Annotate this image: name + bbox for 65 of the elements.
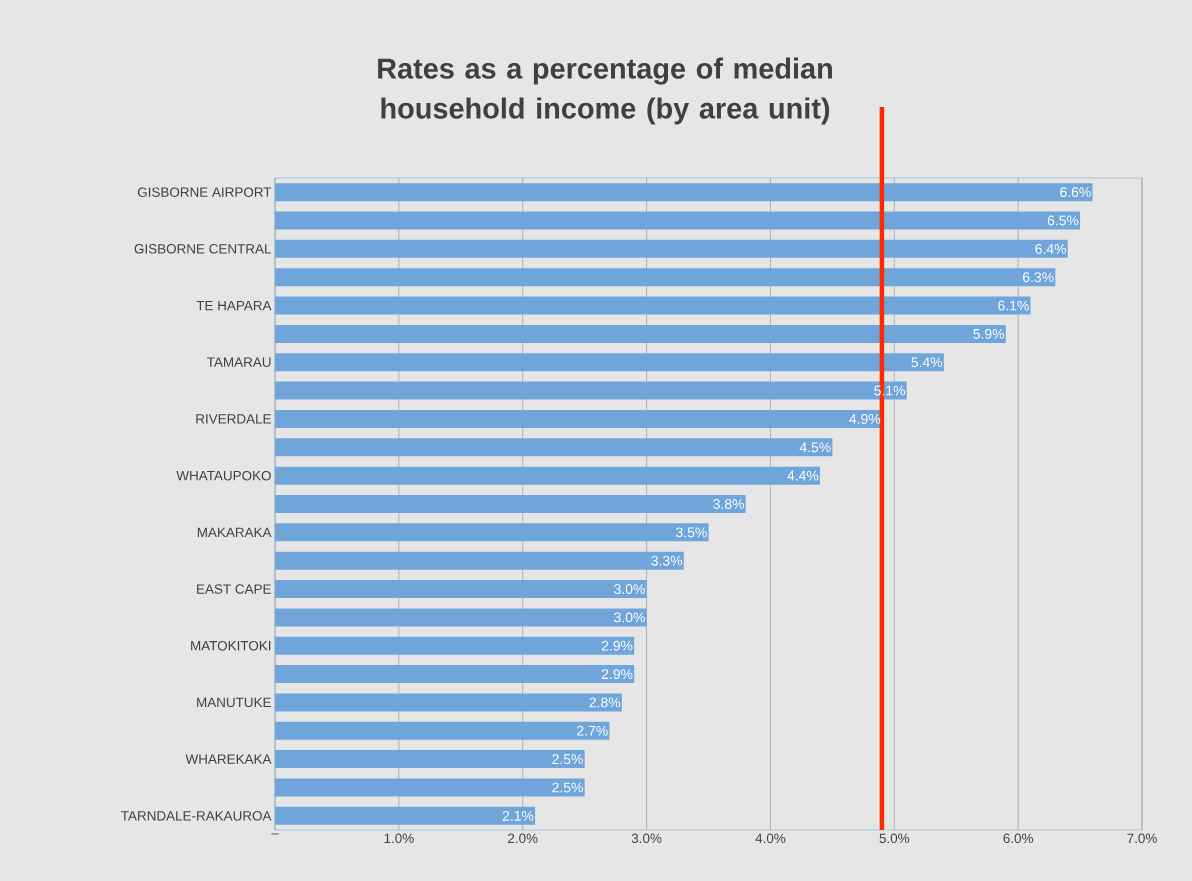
x-tick-label: 5.0% — [879, 833, 910, 844]
bar — [275, 211, 1081, 230]
data-label: 6.6% — [1060, 187, 1091, 198]
bar — [275, 409, 882, 428]
x-tick-label: 4.0% — [755, 833, 786, 844]
y-tick-label: RIVERDALE — [196, 414, 271, 424]
bar — [275, 466, 820, 485]
y-tick-label: MAKARAKA — [197, 527, 272, 537]
bar — [275, 523, 709, 542]
bar — [275, 750, 585, 769]
data-label: 2.5% — [552, 782, 583, 793]
data-label: 3.3% — [651, 555, 683, 566]
bar — [275, 494, 746, 513]
y-tick-label: TAMARAU — [207, 357, 271, 367]
bar — [275, 580, 647, 599]
y-tick-label: TE HAPARA — [196, 300, 272, 311]
bar — [275, 381, 907, 400]
bar — [275, 693, 622, 712]
data-label: 6.3% — [1023, 272, 1054, 283]
bar — [275, 721, 610, 740]
bar — [275, 636, 635, 655]
y-tick-label: MATOKITOKI — [191, 640, 271, 651]
y-tick-label: EAST CAPE — [197, 584, 271, 594]
y-tick-label: GISBORNE AIRPORT — [137, 187, 272, 197]
data-label: 3.0% — [614, 612, 645, 623]
data-label: 2.9% — [601, 640, 633, 651]
data-label: 5.4% — [911, 357, 943, 368]
data-label: 3.5% — [676, 527, 707, 538]
data-label: 6.1% — [998, 300, 1029, 311]
x-tick-label: 1.0% — [384, 833, 414, 844]
bar — [275, 608, 647, 627]
x-tick-label: 7.0% — [1127, 833, 1157, 844]
data-label: 6.5% — [1047, 215, 1079, 226]
bar — [275, 353, 944, 372]
data-label: 2.1% — [502, 810, 534, 821]
bar — [275, 324, 1006, 343]
x-tick-label: – — [271, 833, 279, 835]
data-label: 2.7% — [577, 725, 608, 736]
data-label: 4.4% — [787, 470, 819, 481]
y-tick-label: WHAREKAKA — [185, 754, 272, 764]
data-label: 4.5% — [799, 442, 831, 453]
bar — [275, 665, 635, 684]
y-tick-label: MANUTUKE — [197, 697, 271, 708]
bar — [275, 296, 1031, 315]
data-label: 2.5% — [552, 754, 583, 765]
bar — [275, 778, 585, 797]
data-label: 3.8% — [713, 499, 744, 509]
y-tick-label: TARNDALE-RAKAUROA — [121, 811, 272, 821]
data-label: 2.8% — [589, 697, 621, 708]
data-label: 3.0% — [614, 584, 645, 594]
data-label: 6.4% — [1035, 243, 1066, 254]
bar — [275, 806, 536, 825]
bar — [275, 551, 684, 570]
bar — [275, 183, 1093, 202]
bar — [275, 268, 1056, 287]
x-tick-label: 3.0% — [631, 833, 662, 844]
bar — [275, 438, 833, 457]
data-label: 5.9% — [973, 328, 1005, 339]
x-tick-label: 6.0% — [1003, 833, 1033, 844]
y-tick-label: GISBORNE CENTRAL — [134, 244, 272, 254]
data-label: 2.9% — [601, 669, 633, 680]
chart-title: Rates as a percentage of median household income (by area unit) — [378, 57, 832, 125]
x-tick-label: 2.0% — [508, 833, 538, 844]
y-tick-label: WHATAUPOKO — [176, 470, 271, 481]
bar — [275, 239, 1068, 258]
